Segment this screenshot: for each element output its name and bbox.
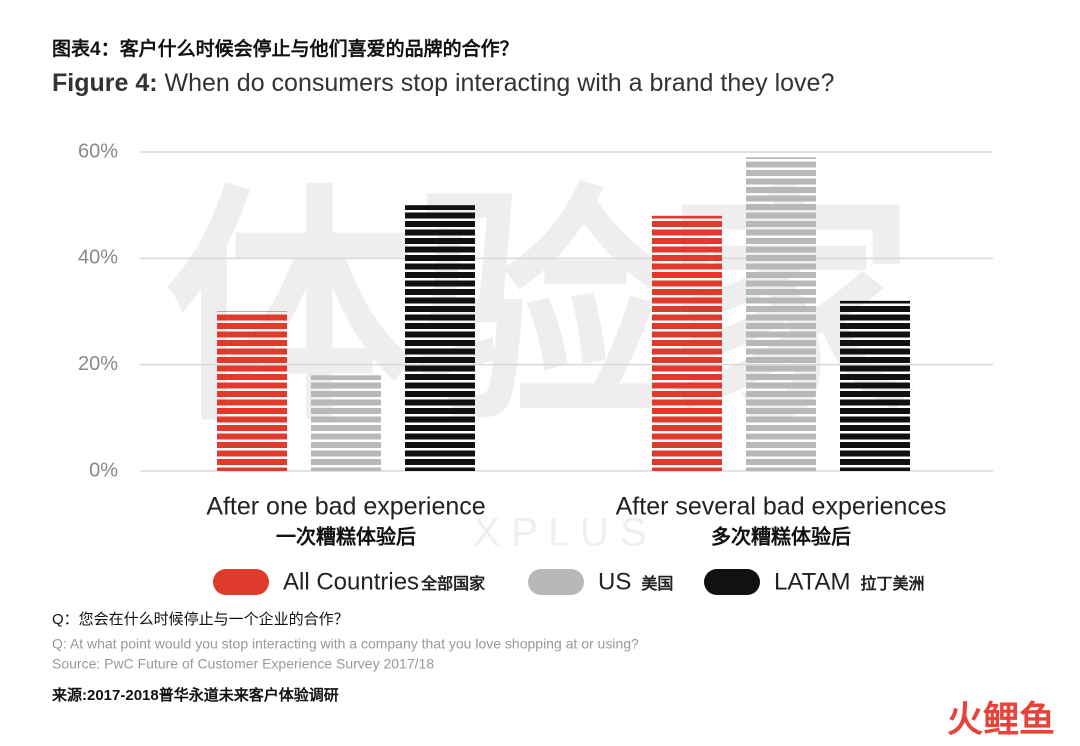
- watermark-sub: X P L U S: [473, 511, 646, 555]
- title-text: When do consumers stop interacting with …: [165, 69, 835, 97]
- bar: [217, 311, 287, 471]
- legend-swatch: [528, 569, 584, 595]
- legend-label: All Countries: [283, 568, 419, 595]
- legend-swatch: [704, 569, 760, 595]
- x-tick-label-cn: 一次糟糕体验后: [276, 524, 416, 548]
- y-tick-label: 40%: [78, 247, 118, 269]
- note-en: Q: At what point would you stop interact…: [52, 636, 639, 652]
- legend-label-cn: 美国: [641, 574, 673, 593]
- chart-title-cn: 图表4：客户什么时候会停止与他们喜爱的品牌的合作？: [52, 37, 519, 60]
- bar: [652, 215, 722, 471]
- legend-label: LATAM: [774, 568, 850, 595]
- source-cn: 来源:2017-2018普华永道未来客户体验调研: [51, 686, 339, 704]
- x-tick-label-cn: 多次糟糕体验后: [711, 524, 851, 548]
- x-tick-label: After several bad experiences: [616, 493, 947, 521]
- note-cn: Q：您会在什么时候停止与一个企业的合作？: [52, 610, 349, 628]
- bar: [405, 205, 475, 471]
- legend-label: US: [598, 568, 631, 595]
- bar: [311, 375, 381, 471]
- legend-label-cn: 拉丁美洲: [860, 574, 924, 593]
- logo: 火鲤鱼: [947, 699, 1055, 740]
- source-en: Source: PwC Future of Customer Experienc…: [52, 656, 434, 672]
- chart-title: Figure 4: When do consumers stop interac…: [52, 69, 834, 97]
- y-tick-label: 60%: [78, 140, 118, 162]
- bar: [840, 300, 910, 471]
- title-prefix: Figure 4:: [52, 69, 158, 97]
- y-tick-label: 20%: [78, 353, 118, 375]
- legend-label-cn: 全部国家: [420, 574, 486, 593]
- legend-swatch: [213, 569, 269, 595]
- y-tick-label: 0%: [89, 459, 118, 481]
- x-tick-label: After one bad experience: [206, 493, 485, 521]
- bar: [746, 157, 816, 472]
